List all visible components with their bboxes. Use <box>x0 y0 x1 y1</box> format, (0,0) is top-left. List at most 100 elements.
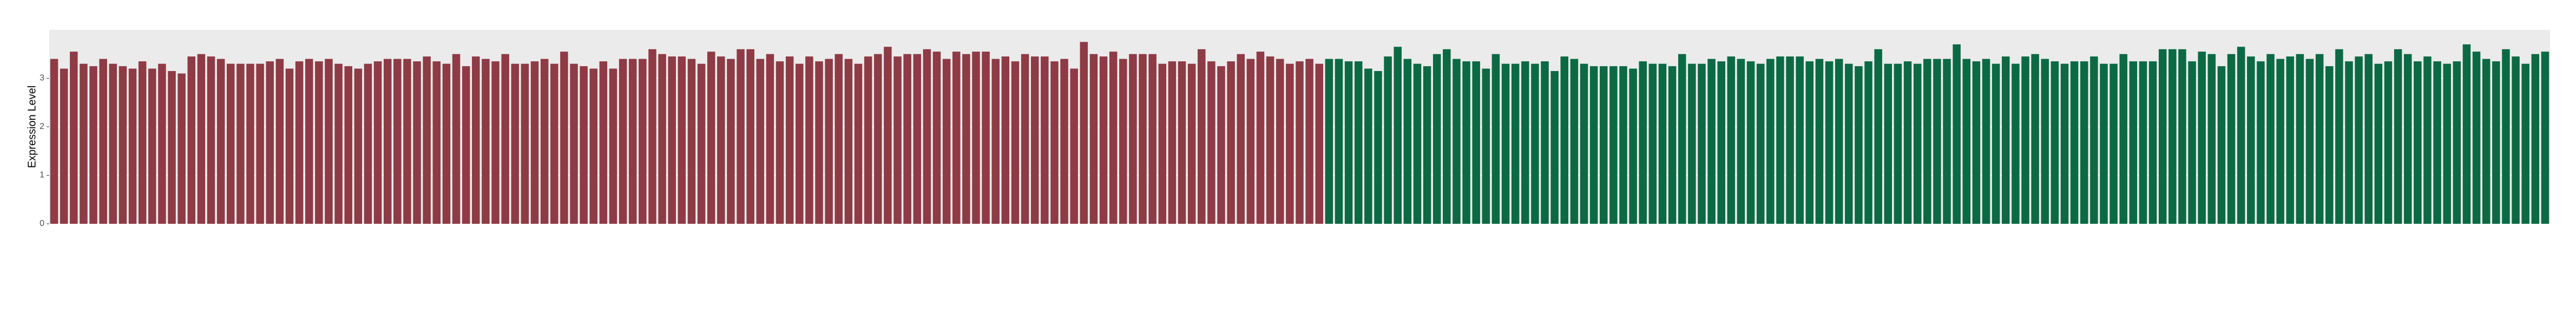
bar <box>168 71 176 224</box>
bar <box>1384 56 1392 224</box>
bar <box>1845 63 1853 224</box>
bar <box>1129 54 1137 224</box>
bar <box>982 51 990 224</box>
bar <box>158 63 166 224</box>
bar <box>2012 63 2020 224</box>
bar <box>109 63 117 224</box>
bar <box>1776 56 1784 224</box>
bar <box>364 63 372 224</box>
bar <box>501 54 509 224</box>
bar <box>1266 56 1274 224</box>
bar <box>2051 61 2059 224</box>
bar <box>2237 47 2245 224</box>
bar <box>1021 54 1029 224</box>
bar <box>2227 54 2236 224</box>
bar <box>1011 61 1020 224</box>
bar <box>1364 68 1372 224</box>
bar <box>1717 61 1725 224</box>
bar <box>50 59 58 224</box>
bar <box>295 61 304 224</box>
bar <box>1050 61 1059 224</box>
bar <box>1639 61 1647 224</box>
bar <box>236 63 245 224</box>
bar <box>580 66 588 224</box>
bar <box>2178 49 2186 224</box>
bar <box>2110 63 2118 224</box>
bar <box>874 54 882 224</box>
bar <box>1541 61 1549 224</box>
bar <box>2403 54 2412 224</box>
y-axis-title: Expression Level <box>26 86 38 168</box>
bar <box>2119 54 2127 224</box>
bar <box>560 51 568 224</box>
bar <box>1148 54 1156 224</box>
bar <box>2325 66 2334 224</box>
bar <box>991 59 1000 224</box>
bar <box>403 59 411 224</box>
bar <box>2541 51 2549 224</box>
bar <box>1246 59 1255 224</box>
bar <box>373 61 382 224</box>
bar <box>1403 59 1412 224</box>
bar <box>932 51 941 224</box>
bar <box>1443 49 1451 224</box>
bar <box>1286 63 1294 224</box>
bar <box>1119 59 1127 224</box>
bar <box>305 59 313 224</box>
bar <box>423 56 431 224</box>
bar <box>128 68 137 224</box>
bar <box>1648 63 1657 224</box>
bar <box>1198 49 1206 224</box>
bar <box>2305 59 2314 224</box>
bar <box>1668 66 1677 224</box>
bar <box>1305 59 1313 224</box>
bar <box>2472 51 2481 224</box>
bar <box>1217 66 1225 224</box>
bar <box>1815 59 1824 224</box>
bar <box>972 51 980 224</box>
bar <box>678 56 686 224</box>
y-tick-label: 2 <box>40 122 44 131</box>
bar <box>1060 59 1068 224</box>
bar <box>717 56 725 224</box>
bar <box>2492 61 2500 224</box>
bar <box>893 56 902 224</box>
bar <box>2462 44 2471 224</box>
bar <box>913 54 922 224</box>
bar <box>570 63 578 224</box>
bar <box>1864 61 1872 224</box>
bar <box>1432 54 1441 224</box>
bar <box>697 63 706 224</box>
bar <box>1560 56 1569 224</box>
y-tick-label: 0 <box>40 219 44 228</box>
bar <box>1580 63 1588 224</box>
bar <box>1315 63 1323 224</box>
bar <box>737 49 745 224</box>
bar <box>2443 63 2451 224</box>
bar <box>2355 56 2363 224</box>
bar <box>2031 54 2039 224</box>
bar <box>1453 59 1461 224</box>
bar <box>521 63 529 224</box>
bar <box>1678 54 1686 224</box>
bar <box>1482 68 1490 224</box>
bar <box>2364 54 2373 224</box>
bar <box>1276 59 1284 224</box>
bar <box>1874 49 1882 224</box>
bar <box>1325 59 1333 224</box>
bar <box>2266 54 2275 224</box>
bar <box>648 49 656 224</box>
bar <box>452 54 461 224</box>
bar <box>354 68 363 224</box>
bar <box>275 59 284 224</box>
bar <box>668 56 676 224</box>
bar <box>2315 54 2324 224</box>
bar <box>628 59 637 224</box>
bar <box>1423 66 1431 224</box>
bar <box>1472 61 1480 224</box>
bar <box>1746 61 1755 224</box>
bar <box>1698 63 1706 224</box>
bar <box>1227 61 1235 224</box>
bar <box>2207 54 2216 224</box>
